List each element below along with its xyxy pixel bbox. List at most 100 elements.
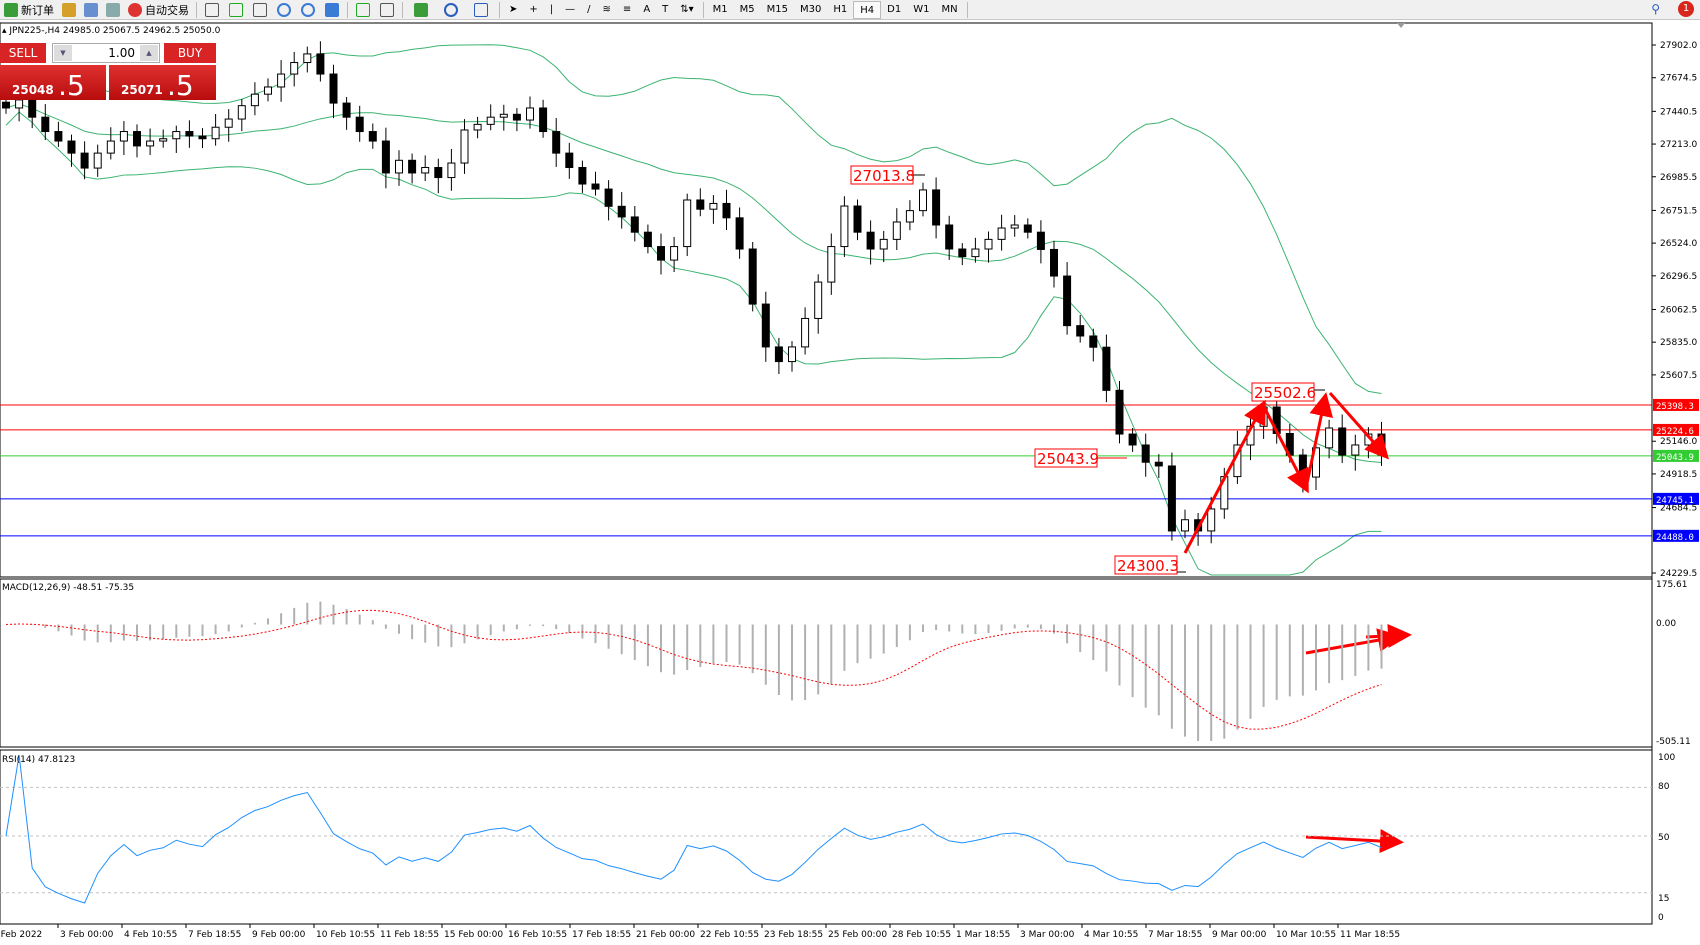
timeframe-d1[interactable]: D1 — [887, 3, 902, 15]
auto-trading-button[interactable]: 自动交易 — [124, 0, 193, 20]
zoom-out-icon[interactable] — [301, 2, 315, 17]
rsi-tick-label: 0 — [1658, 913, 1664, 923]
price-tick-label: 27902.0 — [1660, 41, 1697, 51]
fibonacci-icon[interactable]: ≋ — [602, 3, 611, 15]
price-tick-label: 27213.0 — [1660, 140, 1697, 150]
search-icon[interactable]: ⚲ — [1651, 2, 1660, 16]
gann-icon[interactable]: ≡ — [622, 3, 632, 15]
timeframe-m1[interactable]: M1 — [712, 3, 728, 15]
lot-value: 1.00 — [108, 46, 135, 60]
periods-icon[interactable] — [444, 2, 458, 17]
candle-body — [172, 131, 181, 140]
candle-body — [237, 105, 246, 120]
cursor-icon[interactable]: ➤ — [509, 3, 518, 15]
timeframe-mn[interactable]: MN — [941, 3, 958, 15]
sell-price-main: 25048 — [12, 83, 54, 97]
text-icon[interactable]: A — [643, 3, 651, 15]
candle-body — [1298, 454, 1307, 478]
main-pane — [0, 22, 1653, 578]
arrows-icon[interactable]: ⇅▾ — [680, 3, 694, 15]
tile-windows-icon[interactable] — [325, 2, 339, 17]
divider — [196, 1, 197, 18]
candle-body — [1181, 519, 1189, 532]
trend-arrow — [1261, 404, 1309, 494]
lot-decrease-icon[interactable]: ▼ — [54, 45, 72, 61]
vertical-line-icon[interactable]: | — [549, 3, 554, 15]
annotation-25502-box — [1251, 382, 1315, 402]
candle-body — [277, 73, 286, 88]
rsi-line — [5, 754, 1382, 904]
new-order-button[interactable]: 新订单 — [0, 0, 58, 20]
candle-body — [892, 221, 901, 240]
candle-body — [316, 53, 325, 75]
history-icon[interactable] — [62, 2, 76, 17]
divider — [702, 1, 704, 18]
candle-body — [133, 131, 141, 147]
candle-body — [211, 126, 220, 140]
zoom-in-icon[interactable] — [277, 2, 291, 17]
candle-body — [827, 246, 836, 283]
buy-button[interactable]: BUY — [164, 43, 216, 63]
timeframe-m15[interactable]: M15 — [766, 3, 789, 15]
lot-increase-icon[interactable]: ▲ — [140, 45, 158, 61]
time-tick-label: 3 Mar 00:00 — [1020, 930, 1075, 940]
candle-body — [1010, 224, 1019, 229]
time-tick-label: 3 Feb 00:00 — [60, 930, 114, 940]
candle-body — [2, 101, 10, 109]
buy-price[interactable]: 25071 .5 — [109, 65, 216, 102]
candle-body — [958, 248, 967, 258]
timeframe-h1[interactable]: H1 — [833, 3, 848, 15]
one-click-trading-panel: SELL ▼ 1.00 ▲ BUY 25048 .5 25071 .5 — [0, 43, 216, 102]
timeframe-m30[interactable]: M30 — [800, 3, 822, 15]
candle-body — [198, 135, 207, 140]
timeframe-w1[interactable]: W1 — [913, 3, 930, 15]
candle-body — [93, 152, 102, 169]
indicators-icon[interactable] — [414, 2, 428, 17]
rsi-tick-label: 80 — [1658, 782, 1670, 792]
candle-body — [499, 113, 508, 118]
trendline-icon[interactable]: / — [587, 3, 591, 15]
chart-shift-icon[interactable] — [380, 2, 394, 17]
candlestick-icon[interactable] — [229, 2, 243, 17]
candle-body — [224, 118, 233, 128]
auto-trading-icon — [128, 2, 142, 17]
trend-arrow — [1183, 399, 1266, 554]
time-tick-label: 23 Feb 18:55 — [764, 930, 823, 940]
sell-button[interactable]: SELL — [0, 43, 46, 63]
time-tick-label: 21 Feb 00:00 — [636, 930, 695, 940]
news-icon[interactable] — [106, 2, 120, 17]
macd-signal-line — [5, 609, 1382, 730]
horizontal-line-icon[interactable]: — — [565, 3, 576, 15]
bar-chart-icon[interactable] — [205, 2, 219, 17]
templates-icon[interactable] — [474, 2, 488, 17]
rsi-pane — [0, 749, 1653, 925]
price-tick-label: 25146.0 — [1660, 437, 1697, 447]
candle-body — [1076, 325, 1085, 337]
time-tick-label: 4 Mar 10:55 — [1084, 930, 1138, 940]
candle-body — [643, 231, 652, 248]
timeframe-h4[interactable]: H4 — [853, 0, 882, 19]
signals-icon[interactable] — [84, 2, 98, 17]
time-tick-label: 10 Mar 10:55 — [1276, 930, 1336, 940]
candle-body — [1338, 427, 1347, 456]
lot-size-input[interactable]: ▼ 1.00 ▲ — [52, 43, 160, 63]
timeframe-m5[interactable]: M5 — [739, 3, 755, 15]
time-tick-label: 17 Feb 18:55 — [572, 930, 631, 940]
candle-body — [1141, 444, 1150, 463]
annotation-27013: 27013.8 — [853, 167, 915, 185]
time-tick-label: 11 Feb 18:55 — [380, 930, 439, 940]
autoscroll-icon[interactable] — [356, 2, 370, 17]
sell-price[interactable]: 25048 .5 — [0, 65, 106, 102]
candle-body — [578, 166, 587, 185]
crosshair-icon[interactable]: + — [529, 3, 538, 15]
candle-body — [1063, 275, 1072, 327]
candle-body — [748, 248, 757, 305]
notification-badge[interactable]: 1 — [1678, 1, 1694, 17]
candle-body — [526, 107, 534, 121]
buy-price-main: 25071 — [121, 83, 163, 97]
trend-arrow — [1304, 392, 1334, 489]
label-icon[interactable]: T — [662, 3, 669, 15]
time-tick-label: 9 Mar 00:00 — [1212, 930, 1267, 940]
line-chart-icon[interactable] — [253, 2, 267, 17]
